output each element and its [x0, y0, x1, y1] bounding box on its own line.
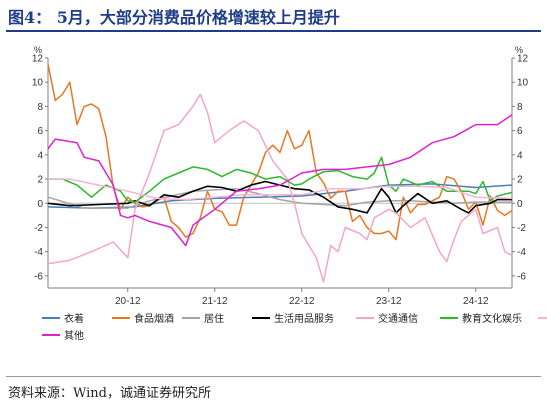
series-line [47, 63, 513, 241]
legend-label: 衣着 [64, 312, 84, 325]
series-line [47, 183, 513, 209]
y-tick-label-right: 2 [517, 175, 523, 186]
y-tick-label-left: 0 [37, 199, 43, 210]
chart-axes: % % -6 -6 -4 -4 -2 -2 0 0 2 2 4 4 6 6 8 8 10 10 12 12 20-12 21-… [32, 45, 529, 307]
y-tick-label-right: -2 [517, 223, 526, 234]
y-tick-label-left: 10 [32, 78, 44, 89]
source-note: 资料来源：Wind，诚通证券研究所 [8, 386, 211, 401]
y-tick-label-right: 12 [517, 54, 529, 65]
series-line [47, 114, 513, 247]
title-rule [6, 30, 541, 32]
footer-rule [6, 376, 541, 377]
series-line [48, 178, 513, 201]
legend-label: 居住 [204, 312, 224, 325]
y-tick-label-right: 6 [517, 126, 523, 137]
series-line [47, 93, 513, 283]
y-tick-label-left: -6 [34, 271, 43, 282]
y-tick-label-left: 12 [32, 54, 44, 65]
y-tick-label-right: -4 [517, 247, 526, 258]
y-tick-label-right: -6 [517, 271, 526, 282]
y-tick-label-left: 8 [37, 102, 43, 113]
legend-label: 生活用品服务 [274, 312, 334, 325]
chart-series-lines [47, 63, 513, 283]
y-tick-label-right: 10 [517, 78, 529, 89]
y-tick-label-left: -2 [34, 223, 43, 234]
legend-label: 其他 [64, 329, 84, 342]
x-tick-label: 21-12 [202, 296, 228, 307]
y-tick-label-left: 6 [37, 126, 43, 137]
x-tick-label: 22-12 [289, 296, 315, 307]
chart-legend: 衣着食品烟酒居住生活用品服务交通通信教育文化娱乐医疗保健其他 [42, 312, 547, 342]
x-tick-label: 24-12 [463, 296, 489, 307]
y-tick-label-right: 8 [517, 102, 523, 113]
y-tick-label-left: 2 [37, 175, 43, 186]
legend-label: 食品烟酒 [134, 312, 174, 325]
y-tick-label-right: 0 [517, 199, 523, 210]
y-axis-unit-right: % [515, 45, 523, 55]
y-tick-label-right: 4 [517, 150, 523, 161]
figure-title: 图4： 5月，大部分消费品价格增速较上月提升 [8, 8, 340, 27]
series-line [47, 187, 512, 209]
x-tick-label: 20-12 [115, 296, 141, 307]
legend-label: 交通通信 [378, 312, 418, 325]
line-chart: % % -6 -6 -4 -4 -2 -2 0 0 2 2 4 4 6 6 8 8 10 10 12 12 20-12 21-… [32, 45, 547, 342]
series-line [48, 156, 513, 203]
y-tick-label-left: 4 [37, 150, 43, 161]
x-tick-label: 23-12 [376, 296, 402, 307]
legend-label: 教育文化娱乐 [462, 312, 522, 325]
y-axis-unit-left: % [34, 45, 42, 55]
y-tick-label-left: -4 [34, 247, 43, 258]
